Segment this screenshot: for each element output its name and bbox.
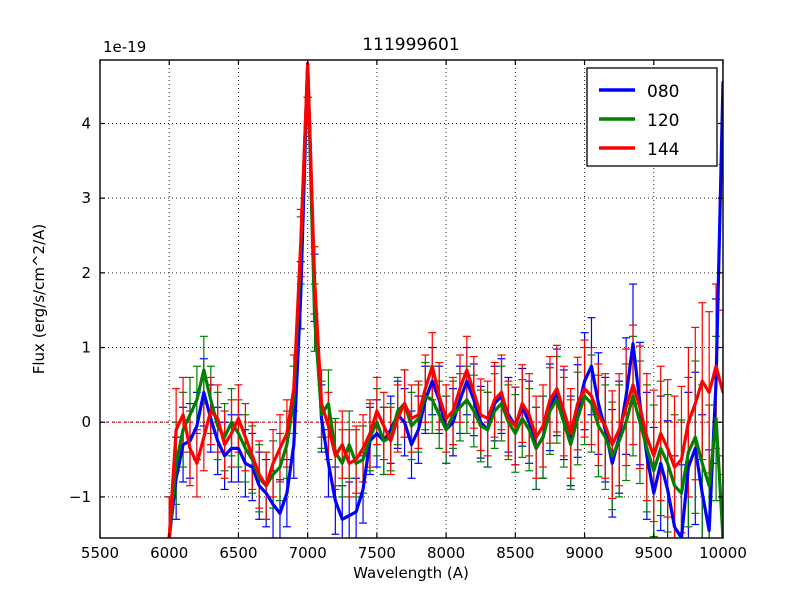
x-axis-label: Wavelength (A) [353, 564, 469, 582]
y-tick-label: 3 [81, 189, 91, 207]
data-series-layer [165, 60, 723, 538]
series-lines [167, 62, 723, 538]
x-tick-label: 9000 [565, 544, 603, 562]
axis-tick-labels: 5500 6000 6500 7000 7500 8000 8500 9000 9500 1000… [69, 114, 747, 562]
x-tick-label: 6000 [150, 544, 188, 562]
y-tick-label: 0 [81, 413, 91, 431]
x-tick-label: 10000 [699, 544, 747, 562]
series-line-144[interactable] [167, 62, 723, 538]
legend-label-144: 144 [647, 140, 679, 160]
page-title: 111999601 [362, 35, 459, 55]
x-tick-label: 8500 [496, 544, 534, 562]
axis-ticks [99, 60, 724, 538]
x-tick-label: 6500 [219, 544, 257, 562]
x-tick-label: 7500 [358, 544, 396, 562]
plot-frame [99, 59, 724, 539]
legend-label-120: 120 [647, 111, 679, 131]
x-tick-label: 9500 [635, 544, 673, 562]
legend[interactable]: 080 120 144 [586, 67, 718, 167]
y-tick-label: 4 [81, 114, 91, 132]
y-axis-offset-label: 1e-19 [103, 38, 146, 56]
y-axis-label: Flux (erg/s/cm^2/A) [30, 224, 48, 375]
y-tick-label: 1 [81, 339, 91, 357]
x-tick-label: 8000 [427, 544, 465, 562]
legend-label-080: 080 [647, 82, 679, 102]
x-tick-label: 7000 [289, 544, 327, 562]
y-tick-label: 2 [81, 264, 91, 282]
x-tick-label: 5500 [81, 544, 119, 562]
y-tick-label: −1 [69, 488, 91, 506]
